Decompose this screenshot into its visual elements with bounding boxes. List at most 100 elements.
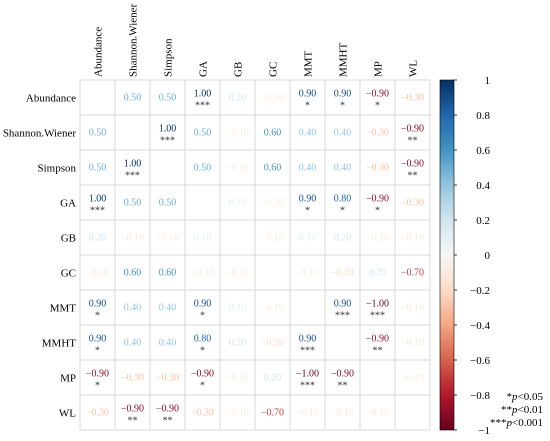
cell-value-WL-GC: −0.70 — [261, 408, 284, 419]
cell-value-MMHT-Simpson: 0.40 — [159, 338, 177, 349]
cell-significance-GA-Abundance: *** — [90, 206, 105, 217]
cell-value-MMT-Shannon.Wiener: 0.40 — [124, 303, 142, 314]
colorbar-tick-label: 0.2 — [476, 215, 490, 227]
column-labels: Abundance Shannon.Wiener Simpson GA GB GC MMT M… — [93, 3, 420, 77]
row-label-MP: MP — [60, 373, 76, 385]
row-label-MMT: MMT — [50, 303, 77, 315]
cell-significance-GA-MMHT: * — [340, 206, 345, 217]
cell-value-Simpson-Abundance: 0.50 — [89, 163, 107, 174]
cell-value-MMT-GC: −0.10 — [261, 303, 284, 314]
cell-significance-Simpson-Shannon.Wiener: *** — [125, 171, 140, 182]
cell-value-MMT-GA: 0.90 — [194, 299, 212, 310]
cell-value-GA-GB: 0.10 — [229, 198, 247, 209]
cell-value-Shannon.Wiener-Abundance: 0.50 — [89, 128, 107, 139]
cell-value-MP-GB: −0.10 — [226, 373, 249, 384]
cell-value-Simpson-GC: 0.60 — [264, 163, 282, 174]
cell-value-WL-Abundance: −0.30 — [86, 408, 109, 419]
cell-value-MP-GC: 0.20 — [264, 373, 282, 384]
legend-entry: **p<0.01 — [501, 404, 543, 416]
cell-value-MMHT-MMT: 0.90 — [299, 334, 317, 345]
cell-value-Simpson-MMHT: 0.40 — [334, 163, 352, 174]
cell-value-GA-MP: −0.90 — [366, 194, 389, 205]
cell-significance-MMT-MMHT: *** — [335, 311, 350, 322]
cell-value-MMT-Abundance: 0.90 — [89, 299, 107, 310]
cell-value-Abundance-MP: −0.90 — [366, 89, 389, 100]
cell-significance-GA-MMT: * — [305, 206, 310, 217]
cell-value-GC-MMHT: −0.20 — [331, 268, 354, 279]
cell-value-MP-Simpson: −0.30 — [156, 373, 179, 384]
cell-value-GA-MMT: 0.90 — [299, 194, 317, 205]
column-label-MMHT: MMHT — [338, 42, 350, 77]
cell-value-Shannon.Wiener-GA: 0.50 — [194, 128, 212, 139]
cell-value-GB-Shannon.Wiener: −0.10 — [121, 233, 144, 244]
colorbar-gradient — [439, 79, 455, 431]
colorbar-tick-label: 0 — [485, 250, 491, 262]
cell-significance-MP-Abundance: * — [95, 381, 100, 392]
colorbar-tick-label: −0.4 — [470, 320, 490, 332]
row-label-Simpson: Simpson — [37, 163, 76, 175]
legend-entry: *p<0.05 — [507, 391, 544, 403]
cell-significance-Abundance-MP: * — [375, 101, 380, 112]
cell-significance-Abundance-MMHT: * — [340, 101, 345, 112]
cell-value-MMHT-MP: −0.90 — [366, 334, 389, 345]
cell-significance-MP-MMT: *** — [300, 381, 315, 392]
cell-value-GA-Simpson: 0.50 — [159, 198, 177, 209]
colorbar-tick-label: 0.4 — [476, 180, 490, 192]
cell-value-GC-MP: 0.20 — [369, 268, 387, 279]
row-label-MMHT: MMHT — [42, 338, 77, 350]
row-label-GA: GA — [60, 198, 76, 210]
cell-significance-WL-Shannon.Wiener: ** — [128, 416, 138, 427]
colorbar-tick-label: 0.8 — [476, 110, 490, 122]
column-label-Simpson: Simpson — [163, 38, 175, 77]
cell-significance-MMHT-MMT: *** — [300, 346, 315, 357]
row-label-WL: WL — [59, 408, 76, 420]
grid — [79, 79, 431, 431]
cell-value-WL-GA: −0.30 — [191, 408, 214, 419]
cell-value-GC-GB: −0.10 — [226, 268, 249, 279]
colorbar-tick-label: 1 — [485, 75, 491, 87]
cell-value-MMT-MP: −1.00 — [366, 299, 389, 310]
cell-value-MP-MMT: −1.00 — [296, 369, 319, 380]
column-label-GA: GA — [198, 61, 210, 77]
cell-value-GC-Simpson: 0.60 — [159, 268, 177, 279]
colorbar: 1 0.8 0.6 0.4 0.2 0 −0.2 −0.4 −0.6 −0.8 −1 — [439, 75, 491, 437]
cell-significance-MMHT-GA: * — [200, 346, 205, 357]
cell-value-MMT-MMHT: 0.90 — [334, 299, 352, 310]
cell-value-GB-GA: 0.10 — [194, 233, 212, 244]
cell-value-Shannon.Wiener-Simpson: 1.00 — [159, 124, 177, 135]
cell-value-MMT-GB: 0.10 — [229, 303, 247, 314]
cell-significance-Shannon.Wiener-WL: ** — [408, 136, 418, 147]
cell-value-GB-WL: −0.10 — [401, 233, 424, 244]
cell-significance-GA-MP: * — [375, 206, 380, 217]
cell-value-GC-Shannon.Wiener: 0.60 — [124, 268, 142, 279]
cell-value-WL-MMHT: −0.10 — [331, 408, 354, 419]
cell-value-Shannon.Wiener-GB: −0.10 — [226, 128, 249, 139]
cell-value-GC-WL: −0.70 — [401, 268, 424, 279]
cell-significance-MMT-Abundance: * — [95, 311, 100, 322]
cell-significance-WL-Simpson: ** — [163, 416, 173, 427]
cell-value-MP-WL: −0.10 — [401, 373, 424, 384]
cell-value-GA-MMHT: 0.80 — [334, 194, 352, 205]
cell-value-WL-Shannon.Wiener: −0.90 — [121, 404, 144, 415]
cell-significance-Abundance-GA: *** — [195, 101, 210, 112]
cell-value-Shannon.Wiener-GC: 0.60 — [264, 128, 282, 139]
cell-value-Abundance-MMHT: 0.90 — [334, 89, 352, 100]
cell-value-Simpson-GB: −0.10 — [226, 163, 249, 174]
cell-value-GB-MMHT: 0.20 — [334, 233, 352, 244]
column-label-MP: MP — [373, 61, 385, 77]
row-label-GB: GB — [61, 233, 76, 245]
colorbar-tick-label: −1 — [478, 425, 490, 437]
cell-value-GB-Simpson: −0.10 — [156, 233, 179, 244]
column-label-MMT: MMT — [303, 50, 315, 77]
cell-value-Shannon.Wiener-MP: −0.30 — [366, 128, 389, 139]
cell-value-Abundance-MMT: 0.90 — [299, 89, 317, 100]
cell-significance-Abundance-MMT: * — [305, 101, 310, 112]
cell-value-WL-MP: −0.10 — [366, 408, 389, 419]
cell-value-Abundance-WL: −0.30 — [401, 93, 424, 104]
cell-value-GC-Abundance: −0.10 — [86, 268, 109, 279]
cell-significance-MMHT-MP: ** — [373, 346, 383, 357]
cell-significance-MMT-MP: *** — [370, 311, 385, 322]
cell-value-MP-Shannon.Wiener: −0.30 — [121, 373, 144, 384]
significance-legend: *p<0.05**p<0.01***p<0.001 — [490, 391, 543, 429]
cell-value-Simpson-WL: −0.90 — [401, 159, 424, 170]
